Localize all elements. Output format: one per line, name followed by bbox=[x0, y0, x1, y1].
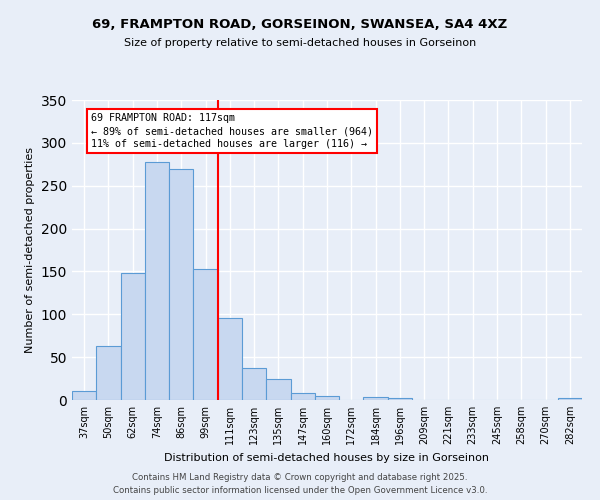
Text: Size of property relative to semi-detached houses in Gorseinon: Size of property relative to semi-detach… bbox=[124, 38, 476, 48]
Bar bbox=[388, 398, 412, 400]
Y-axis label: Number of semi-detached properties: Number of semi-detached properties bbox=[25, 147, 35, 353]
Bar bbox=[121, 273, 145, 400]
Text: 69 FRAMPTON ROAD: 117sqm
← 89% of semi-detached houses are smaller (964)
11% of : 69 FRAMPTON ROAD: 117sqm ← 89% of semi-d… bbox=[91, 113, 373, 150]
Text: Contains HM Land Registry data © Crown copyright and database right 2025.
Contai: Contains HM Land Registry data © Crown c… bbox=[113, 474, 487, 495]
Bar bbox=[315, 396, 339, 400]
Bar bbox=[266, 378, 290, 400]
Bar bbox=[242, 368, 266, 400]
Bar bbox=[290, 393, 315, 400]
X-axis label: Distribution of semi-detached houses by size in Gorseinon: Distribution of semi-detached houses by … bbox=[164, 452, 490, 462]
Bar bbox=[145, 162, 169, 400]
Bar bbox=[364, 396, 388, 400]
Bar bbox=[96, 346, 121, 400]
Bar bbox=[169, 168, 193, 400]
Bar bbox=[558, 398, 582, 400]
Bar bbox=[218, 318, 242, 400]
Bar bbox=[72, 390, 96, 400]
Text: 69, FRAMPTON ROAD, GORSEINON, SWANSEA, SA4 4XZ: 69, FRAMPTON ROAD, GORSEINON, SWANSEA, S… bbox=[92, 18, 508, 30]
Bar bbox=[193, 269, 218, 400]
